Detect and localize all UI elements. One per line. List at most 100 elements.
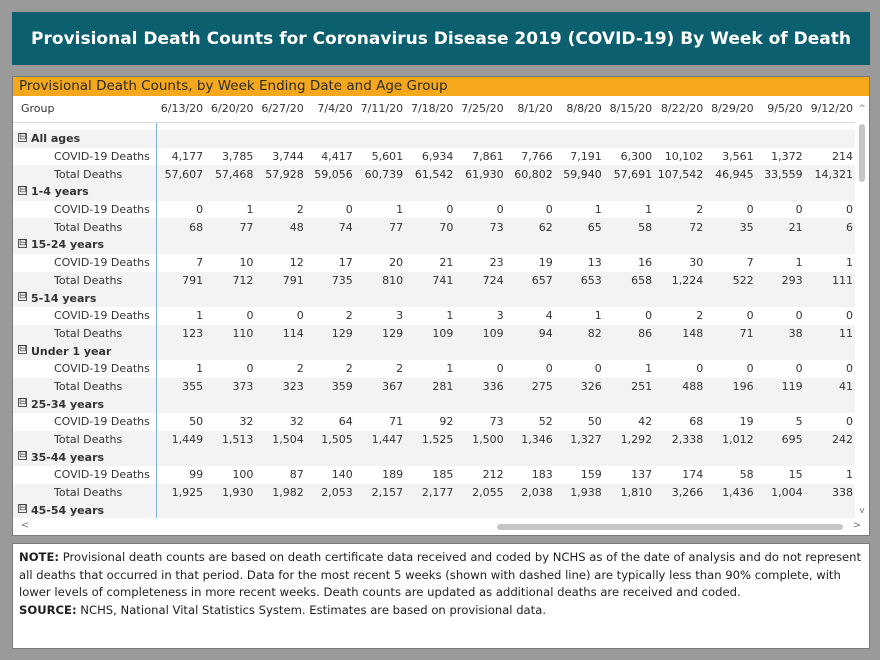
empty-cell [656, 501, 707, 518]
age-group-row: ⊟ 1-4 years [13, 183, 857, 201]
empty-cell [807, 130, 857, 148]
empty-cell [508, 236, 557, 254]
value-cell: 5,601 [371, 150, 404, 164]
week-column-header[interactable]: 8/22/20 [656, 96, 708, 123]
value-cell: 1,224 [671, 273, 704, 287]
spacer-cell [13, 122, 158, 130]
week-column-header[interactable]: 8/1/20 [507, 96, 557, 123]
value-cell: 20 [389, 256, 404, 270]
collapse-icon[interactable]: ⊟ [18, 397, 27, 408]
measure-label: Total Deaths [13, 218, 158, 237]
value-cell: 1 [196, 362, 204, 376]
value-cell: 0 [496, 362, 504, 376]
value-cell: 1 [645, 362, 653, 376]
measure-row: COVID-19 Deaths 99 100 87 140 189 185 212 183 159… [13, 466, 857, 484]
week-column-header[interactable]: 9/12/20 [806, 96, 857, 123]
value-cell: 59,056 [314, 167, 353, 181]
value-cell: 1,004 [771, 486, 803, 500]
empty-cell [508, 289, 557, 307]
measure-row: Total Deaths 1,925 1,930 1,982 2,053 2,157 2,1… [13, 483, 857, 502]
value-cell: 38 [788, 326, 803, 340]
week-column-header[interactable]: 6/13/20 [156, 96, 208, 123]
collapse-icon[interactable]: ⊟ [18, 238, 27, 249]
week-column-header[interactable]: 8/29/20 [707, 96, 758, 123]
measure-row: Total Deaths 355 373 323 359 367 281 336 275 326 2… [13, 377, 857, 396]
value-cell: 2,157 [371, 486, 404, 500]
value-cell: 0 [446, 203, 454, 217]
measure-row: COVID-19 Deaths 1 0 2 2 2 1 0 0 0 1 0 0 0 0 [13, 359, 857, 378]
source-text: NCHS, National Vital Statistics System. … [76, 602, 547, 617]
week-column-header[interactable]: 9/5/20 [757, 96, 807, 123]
empty-cell [457, 395, 507, 413]
collapse-icon[interactable]: ⊟ [18, 450, 27, 461]
age-group-row: ⊟ 45-54 years [13, 501, 857, 518]
value-cell: 0 [846, 309, 853, 323]
value-cell: 242 [832, 433, 853, 447]
empty-cell [157, 395, 207, 413]
scroll-down-icon[interactable]: v [859, 506, 865, 516]
empty-cell [656, 342, 707, 360]
measure-label: COVID-19 Deaths [13, 466, 158, 484]
collapse-icon[interactable]: ⊟ [18, 185, 27, 196]
value-cell: 2,053 [321, 486, 353, 500]
empty-cell [508, 342, 557, 360]
vertical-scroll-thumb[interactable] [859, 124, 865, 182]
value-cell: 46,945 [715, 167, 754, 181]
value-cell: 32 [239, 415, 254, 429]
week-column-header[interactable]: 7/4/20 [307, 96, 357, 123]
value-cell: 359 [331, 379, 353, 393]
scroll-up-icon[interactable]: ^ [858, 104, 866, 114]
note-paragraph: NOTE: Provisional death counts are based… [19, 549, 863, 602]
value-cell: 148 [682, 326, 704, 340]
week-column-header[interactable]: 8/15/20 [605, 96, 657, 123]
value-cell: 2,177 [421, 486, 454, 500]
empty-cell [407, 448, 457, 466]
age-group-name: 1-4 years [31, 185, 89, 199]
week-column-header[interactable]: 6/27/20 [257, 96, 308, 123]
matrix-grid[interactable]: Group 6/13/20 6/20/20 6/27/20 7/4/20 7/11/20 7… [13, 96, 857, 518]
horizontal-scroll-thumb[interactable] [497, 524, 843, 530]
value-cell: 6,300 [620, 150, 653, 164]
empty-cell [707, 130, 757, 148]
value-cell: 3,561 [722, 150, 754, 164]
collapse-icon[interactable]: ⊟ [18, 503, 27, 514]
value-cell: 57,928 [265, 167, 304, 181]
value-cell: 695 [781, 433, 803, 447]
week-column-header[interactable]: 7/18/20 [407, 96, 458, 123]
value-cell: 77 [239, 220, 254, 234]
horizontal-scrollbar[interactable]: < > [13, 518, 869, 535]
value-cell: 92 [439, 415, 454, 429]
value-cell: 367 [382, 379, 404, 393]
empty-cell [157, 448, 207, 466]
collapse-icon[interactable]: ⊟ [18, 291, 27, 302]
scroll-left-icon[interactable]: < [20, 520, 30, 531]
value-cell: 275 [531, 379, 553, 393]
value-cell: 77 [389, 220, 404, 234]
vertical-scrollbar[interactable]: ^ v [855, 96, 869, 518]
value-cell: 21 [439, 256, 454, 270]
week-column-header[interactable]: 7/25/20 [457, 96, 508, 123]
death-counts-matrix-visual[interactable]: Provisional Death Counts, by Week Ending… [12, 76, 870, 536]
empty-cell [407, 236, 457, 254]
empty-cell [807, 342, 857, 360]
collapse-icon[interactable]: ⊟ [18, 132, 27, 142]
value-cell: 74 [338, 220, 353, 234]
empty-cell [308, 289, 357, 307]
value-cell: 123 [182, 326, 204, 340]
measure-label: Total Deaths [13, 271, 158, 290]
group-column-header[interactable]: Group [13, 96, 157, 123]
scroll-right-icon[interactable]: > [852, 520, 862, 531]
week-column-header[interactable]: 8/8/20 [556, 96, 606, 123]
value-cell: 13 [587, 256, 602, 270]
value-cell: 110 [232, 326, 254, 340]
value-cell: 293 [781, 273, 803, 287]
collapse-icon[interactable]: ⊟ [18, 344, 27, 355]
empty-cell [407, 342, 457, 360]
value-cell: 0 [545, 203, 553, 217]
value-cell: 70 [439, 220, 454, 234]
week-column-header[interactable]: 7/11/20 [356, 96, 408, 123]
empty-cell [508, 130, 557, 148]
empty-cell [606, 289, 656, 307]
empty-cell [457, 130, 507, 148]
week-column-header[interactable]: 6/20/20 [207, 96, 258, 123]
